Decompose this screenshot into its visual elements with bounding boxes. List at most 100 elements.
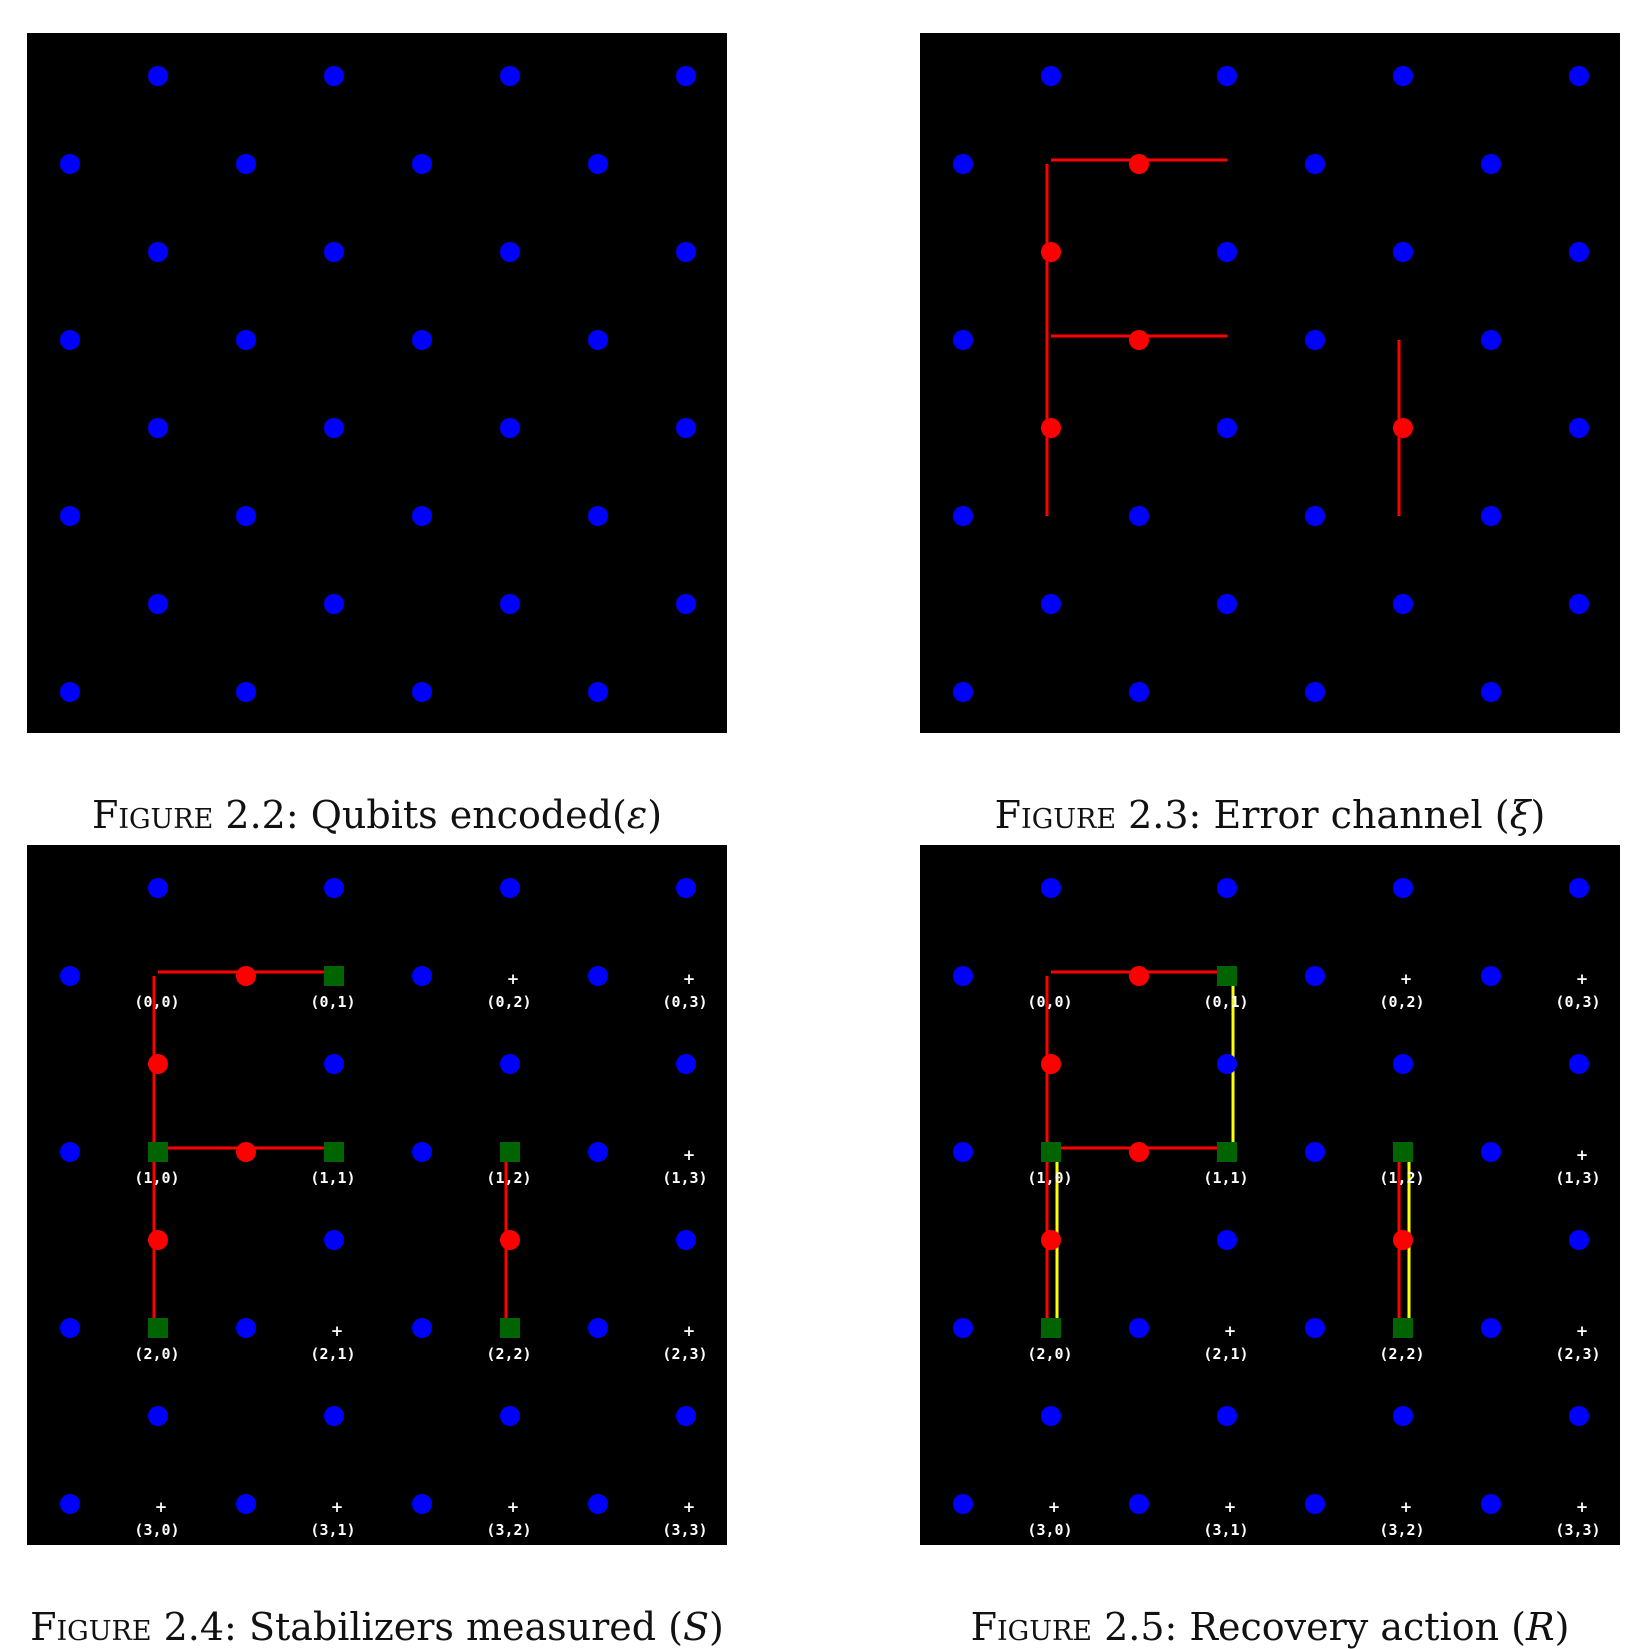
qubit-dot <box>60 154 80 174</box>
qubit-dot <box>1393 878 1413 898</box>
vertex-coordinate-label: (3,0) <box>1027 1521 1072 1539</box>
caption-symbol: S <box>682 1605 710 1649</box>
caption-text: Recovery action ( <box>1189 1605 1526 1649</box>
stabilizer-square <box>1393 1318 1413 1338</box>
qubit-dot <box>1305 506 1325 526</box>
error-qubit <box>1393 1230 1413 1250</box>
qubit-dot <box>1305 966 1325 986</box>
qubit-dot <box>148 1406 168 1426</box>
vertex-plus-mark: + <box>1576 970 1589 988</box>
qubit-dot <box>412 154 432 174</box>
panel-fig-2-4: + + + + + + + + + (0,0) (0,1) (0,2) (0,3) (1,0) (1,1) (… <box>27 845 727 1545</box>
lattice-fig-2-4: + + + + + + + + + (0,0) (0,1) (0,2) (0,3) (1,0) (1,1) (… <box>60 878 708 1539</box>
vertex-coordinate-label: (2,2) <box>1379 1345 1424 1363</box>
qubit-dot <box>1393 594 1413 614</box>
qubit-dot <box>500 1406 520 1426</box>
caption-close: ) <box>1554 1605 1570 1649</box>
error-qubit <box>1041 1230 1061 1250</box>
caption-symbol: R <box>1525 1605 1555 1649</box>
qubit-dot <box>1569 66 1589 86</box>
qubit-dot <box>1217 594 1237 614</box>
qubit-dot <box>324 1054 344 1074</box>
vertex-plus-mark: + <box>683 1146 696 1164</box>
vertex-plus-mark: + <box>1576 1146 1589 1164</box>
stabilizer-square <box>148 1318 168 1338</box>
qubit-dot <box>412 506 432 526</box>
vertex-plus-mark: + <box>507 970 520 988</box>
error-qubit <box>1129 330 1149 350</box>
vertex-coordinate-label: (0,2) <box>1379 993 1424 1011</box>
caption-label: Figure 2.5: <box>970 1605 1178 1649</box>
vertex-coordinate-label: (0,2) <box>486 993 531 1011</box>
error-qubit <box>1129 966 1149 986</box>
vertex-plus-mark: + <box>1224 1322 1237 1340</box>
qubit-dot <box>1393 1406 1413 1426</box>
vertex-plus-mark: + <box>1576 1498 1589 1516</box>
vertex-plus-mark: + <box>507 1498 520 1516</box>
vertex-coordinate-label: (3,1) <box>1203 1521 1248 1539</box>
vertex-coordinate-label: (1,3) <box>1555 1169 1600 1187</box>
qubit-dot <box>1217 878 1237 898</box>
qubit-dot <box>676 1406 696 1426</box>
vertex-coordinate-label: (0,3) <box>1555 993 1600 1011</box>
qubit-dot <box>236 1494 256 1514</box>
qubit-dot <box>1129 1318 1149 1338</box>
qubit-dot <box>1129 1494 1149 1514</box>
lattice-fig-2-2 <box>60 66 696 702</box>
caption-close: ) <box>709 1605 724 1649</box>
qubit-dot <box>1305 330 1325 350</box>
qubit-dot <box>148 878 168 898</box>
qubit-dot <box>236 1318 256 1338</box>
qubit-dot <box>1217 1230 1237 1250</box>
qubit-dot <box>1305 1318 1325 1338</box>
qubit-dot <box>1569 1230 1589 1250</box>
qubit-dot <box>324 1230 344 1250</box>
qubit-dot <box>1481 506 1501 526</box>
qubit-dot <box>1393 66 1413 86</box>
qubit-dot <box>588 682 608 702</box>
vertex-coordinate-label: (3,1) <box>310 1521 355 1539</box>
vertex-coordinate-label: (2,1) <box>310 1345 355 1363</box>
qubit-dot <box>1041 594 1061 614</box>
qubit-dot <box>236 154 256 174</box>
vertex-coordinate-label: (2,1) <box>1203 1345 1248 1363</box>
qubit-dot <box>953 1318 973 1338</box>
caption-text: Qubits encoded( <box>310 793 627 837</box>
qubit-dot <box>1305 1494 1325 1514</box>
qubit-dot <box>676 66 696 86</box>
qubit-dot <box>1569 878 1589 898</box>
qubit-dot <box>1041 878 1061 898</box>
qubit-dot <box>1041 1406 1061 1426</box>
qubit-dot <box>500 242 520 262</box>
stabilizer-square <box>148 1142 168 1162</box>
vertex-coordinate-label: (1,1) <box>1203 1169 1248 1187</box>
qubit-dot <box>676 1054 696 1074</box>
stabilizer-square <box>1393 1142 1413 1162</box>
qubit-dot <box>1305 154 1325 174</box>
caption-close: ) <box>647 793 663 837</box>
qubit-dot <box>412 1494 432 1514</box>
caption-fig-2-5: Figure 2.5: Recovery action (R) <box>860 1605 1636 1649</box>
qubit-dot <box>60 1142 80 1162</box>
caption-close: ) <box>1530 793 1546 837</box>
stabilizer-square <box>324 966 344 986</box>
vertex-plus-mark: + <box>1400 970 1413 988</box>
vertex-plus-mark: + <box>683 970 696 988</box>
stabilizer-square <box>324 1142 344 1162</box>
vertex-coordinate-label: (2,2) <box>486 1345 531 1363</box>
qubit-dot <box>953 1142 973 1162</box>
qubit-dot <box>953 154 973 174</box>
qubit-dot <box>1217 1406 1237 1426</box>
qubit-dot <box>60 966 80 986</box>
qubit-dot <box>500 418 520 438</box>
caption-label: Figure 2.3: <box>994 793 1202 837</box>
panel-fig-2-2 <box>27 33 727 733</box>
error-qubit <box>1041 418 1061 438</box>
vertex-coordinate-label: (2,3) <box>1555 1345 1600 1363</box>
qubit-dot <box>500 878 520 898</box>
qubit-dot <box>1481 1142 1501 1162</box>
caption-fig-2-3: Figure 2.3: Error channel (ξ) <box>860 793 1636 837</box>
vertex-coordinate-label: (1,2) <box>486 1169 531 1187</box>
qubit-dot <box>500 1054 520 1074</box>
vertex-coordinate-label: (0,1) <box>1203 993 1248 1011</box>
